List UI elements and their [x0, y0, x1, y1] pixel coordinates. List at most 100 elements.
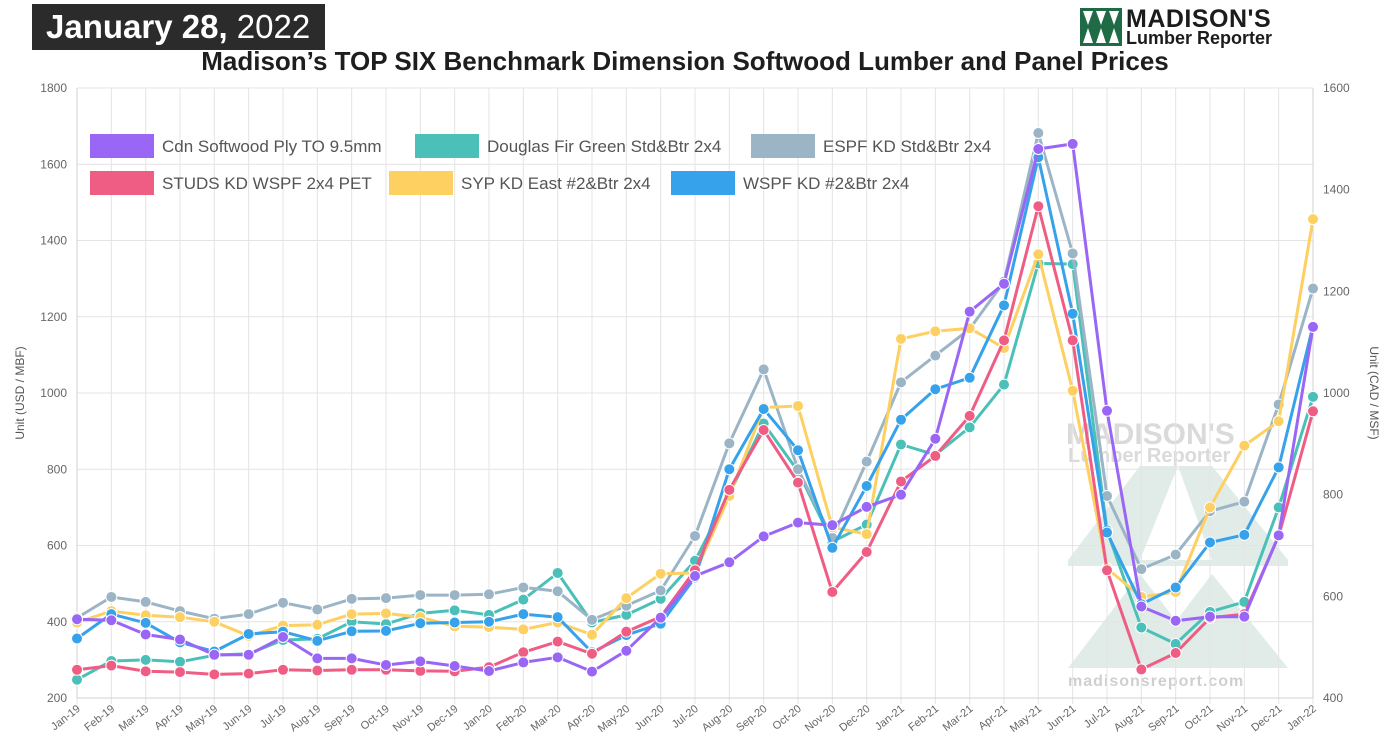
legend-swatch	[90, 134, 154, 158]
data-point	[242, 608, 255, 621]
y2-tick-label: 1200	[1323, 284, 1350, 298]
data-point	[139, 616, 152, 629]
data-point	[139, 653, 152, 666]
x-tick-label: Jun-21	[1045, 703, 1079, 733]
legend-label: Douglas Fir Green Std&Btr 2x4	[487, 137, 721, 156]
legend-label: SYP KD East #2&Btr 2x4	[461, 174, 651, 193]
data-point	[242, 667, 255, 680]
data-point	[723, 483, 736, 496]
data-point	[620, 592, 633, 605]
x-tick-label: Sep-21	[1146, 703, 1181, 734]
data-point	[963, 409, 976, 422]
data-point	[1032, 248, 1045, 261]
data-point	[517, 581, 530, 594]
x-tick-label: Oct-19	[358, 703, 391, 733]
legend-swatch	[671, 171, 735, 195]
date-year: 2022	[236, 8, 311, 45]
data-point	[689, 570, 701, 582]
legend-swatch	[415, 134, 479, 158]
data-point	[174, 666, 186, 679]
data-point	[105, 614, 118, 627]
x-tick-label: Jul-21	[1082, 703, 1113, 731]
data-point	[517, 593, 530, 606]
x-tick-label: Mar-19	[117, 703, 152, 734]
data-point	[1307, 390, 1319, 403]
data-point	[277, 596, 289, 609]
data-point	[174, 655, 186, 668]
data-point	[860, 528, 873, 541]
y-tick-label: 1400	[40, 234, 67, 248]
data-point	[1066, 137, 1079, 150]
data-point	[1238, 528, 1251, 541]
data-point	[689, 529, 701, 542]
data-point	[929, 449, 942, 462]
data-point	[895, 438, 907, 451]
data-point	[826, 586, 839, 599]
x-tick-label: May-21	[1008, 703, 1044, 735]
data-point	[517, 623, 530, 636]
data-point	[380, 592, 392, 605]
data-point	[1272, 461, 1285, 474]
data-point	[551, 585, 564, 598]
data-point	[71, 673, 83, 686]
legend-swatch	[389, 171, 453, 195]
data-point	[586, 628, 598, 641]
data-point	[895, 413, 907, 426]
data-point	[483, 588, 495, 601]
x-tick-label: Sep-20	[734, 703, 769, 734]
x-tick-label: Oct-20	[770, 703, 803, 733]
x-tick-label: Feb-19	[82, 703, 117, 734]
data-point	[929, 383, 942, 396]
watermark-sub: Lumber Reporter	[1068, 445, 1230, 467]
data-point	[1169, 614, 1182, 627]
date-bold: January 28,	[46, 8, 228, 45]
data-point	[1135, 600, 1148, 613]
x-tick-label: Jan-21	[873, 703, 907, 733]
data-point	[345, 592, 358, 605]
chart-title: Madison’s TOP SIX Benchmark Dimension So…	[201, 46, 1169, 76]
legend-swatch	[751, 134, 815, 158]
data-point	[620, 644, 633, 657]
y2-tick-label: 600	[1323, 589, 1343, 603]
data-point	[1169, 647, 1182, 660]
data-point	[1238, 495, 1251, 508]
x-tick-label: Jan-19	[49, 703, 83, 733]
data-point	[414, 589, 427, 602]
data-point	[895, 332, 907, 345]
y-tick-label: 800	[47, 462, 67, 476]
data-point	[311, 652, 324, 665]
data-point	[792, 476, 804, 489]
x-tick-label: May-19	[184, 703, 220, 735]
chart-series	[71, 126, 1319, 686]
data-point	[792, 399, 804, 412]
data-point	[139, 665, 152, 678]
y2-tick-label: 1000	[1323, 386, 1350, 400]
data-point	[998, 378, 1010, 391]
data-point	[517, 646, 530, 659]
data-point	[345, 652, 358, 665]
data-point	[448, 604, 461, 617]
data-point	[1238, 439, 1251, 452]
data-point	[277, 631, 289, 643]
data-point	[1169, 581, 1182, 594]
data-point	[1307, 405, 1319, 418]
x-tick-label: Feb-21	[906, 703, 941, 734]
data-point	[757, 530, 770, 543]
x-tick-label: Apr-21	[976, 703, 1009, 733]
x-tick-label: Jan-20	[461, 703, 495, 733]
data-point	[1204, 610, 1216, 623]
date-banner: January 28, 2022	[32, 4, 325, 50]
y-tick-label: 200	[47, 691, 67, 705]
data-point	[483, 665, 495, 678]
data-point	[174, 611, 186, 624]
data-point	[242, 648, 255, 661]
data-point	[208, 648, 221, 661]
legend-label: Cdn Softwood Ply TO 9.5mm	[162, 137, 382, 156]
data-point	[551, 651, 564, 664]
data-point	[1066, 384, 1079, 397]
x-tick-label: Sep-19	[322, 703, 357, 734]
data-point	[963, 371, 976, 384]
y-tick-label: 400	[47, 615, 67, 629]
data-point	[826, 519, 839, 532]
